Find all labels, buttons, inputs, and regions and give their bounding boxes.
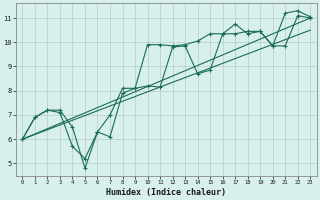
X-axis label: Humidex (Indice chaleur): Humidex (Indice chaleur) xyxy=(106,188,226,197)
